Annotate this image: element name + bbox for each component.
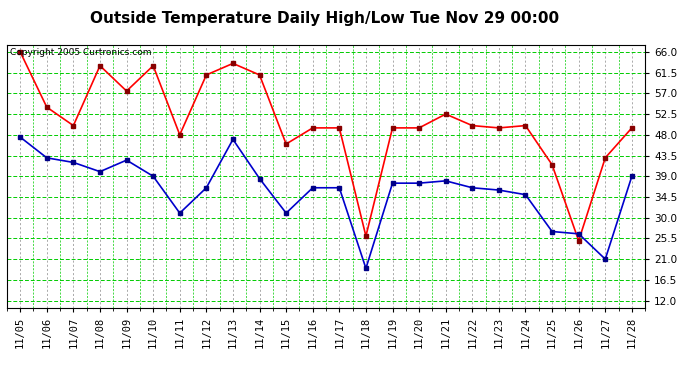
Text: Copyright 2005 Curtronics.com: Copyright 2005 Curtronics.com [10, 48, 152, 57]
Text: Outside Temperature Daily High/Low Tue Nov 29 00:00: Outside Temperature Daily High/Low Tue N… [90, 11, 559, 26]
